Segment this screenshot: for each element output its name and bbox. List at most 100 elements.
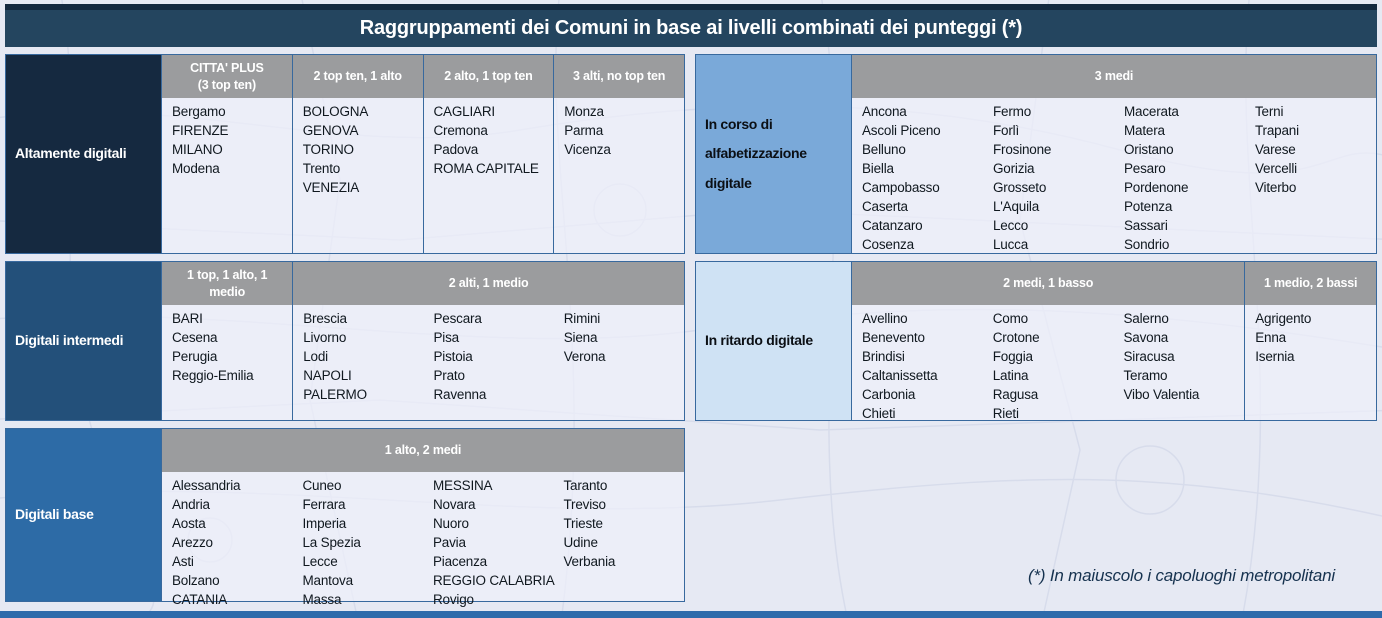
city-name: Piacenza xyxy=(433,554,487,569)
city-name: Campobasso xyxy=(862,180,940,195)
city-name: Agrigento xyxy=(1255,311,1312,326)
city-name: Ragusa xyxy=(992,387,1039,402)
city-name: Belluno xyxy=(862,142,906,157)
group-in-corso-di-alfabetizzazione-digitale: In corso di alfabetizzazione digitale 3 m… xyxy=(695,54,1377,254)
city-name: FIRENZE xyxy=(172,123,229,138)
city-name: VENEZIA xyxy=(302,180,360,195)
city-name: Pavia xyxy=(433,535,466,550)
city-name: Oristano xyxy=(1124,142,1174,157)
city-column: BARI Cesena Perugia Reggio-Emilia xyxy=(162,305,292,420)
section: 2 top ten, 1 alto BOLOGNA GENOVA TORINO Tren… xyxy=(291,55,423,253)
city-name: Lecco xyxy=(993,218,1029,233)
city-name: Brescia xyxy=(303,311,347,326)
city-name: Lodi xyxy=(303,349,328,364)
city-name: Perugia xyxy=(172,349,218,364)
title-bar: Raggruppamenti dei Comuni in base ai liv… xyxy=(5,4,1377,47)
city-column: Terni Trapani Varese Vercelli Viterbo xyxy=(1245,98,1376,258)
city-name: Treviso xyxy=(563,497,607,512)
city-name: CAGLIARI xyxy=(433,104,496,119)
section: 3 medi Ancona Ascoli Piceno Belluno Biella Ca… xyxy=(852,55,1376,253)
left-table: Altamente digitali CITTA' PLUS (3 top ten… xyxy=(5,54,685,607)
city-column: Como Crotone Foggia Latina Ragusa Rieti xyxy=(983,305,1114,427)
city-name: Ancona xyxy=(862,104,907,119)
section: 2 alti, 1 medio Brescia Livorno Lodi NAPOLI P… xyxy=(292,262,684,420)
group-columns: 3 medi Ancona Ascoli Piceno Belluno Biella Ca… xyxy=(851,55,1376,253)
city-column: Monza Parma Vicenza xyxy=(554,98,684,253)
section-columns: BARI Cesena Perugia Reggio-Emilia xyxy=(162,305,292,420)
city-column: Macerata Matera Oristano Pesaro Pordenone Pot… xyxy=(1114,98,1245,258)
city-name: Benevento xyxy=(862,330,925,345)
city-name: Cesena xyxy=(172,330,218,345)
city-name: Salerno xyxy=(1123,311,1169,326)
section: 1 alto, 2 medi Alessandria Andria Aosta Arez… xyxy=(162,429,684,607)
city-name: Prato xyxy=(433,368,465,383)
city-name: Caserta xyxy=(862,199,908,214)
column-header: 3 medi xyxy=(852,55,1376,98)
city-name: Latina xyxy=(992,368,1029,383)
column-header: 2 medi, 1 basso xyxy=(852,262,1245,305)
city-name: Alessandria xyxy=(172,478,241,493)
city-name: Isernia xyxy=(1255,349,1295,364)
city-name: La Spezia xyxy=(302,535,361,550)
city-name: Lecce xyxy=(302,554,338,569)
city-name: Catanzaro xyxy=(862,218,923,233)
city-name: Bergamo xyxy=(172,104,226,119)
city-name: Cosenza xyxy=(862,237,914,252)
city-column: Fermo Forlì Frosinone Gorizia Grosseto L'Aqui… xyxy=(983,98,1114,258)
city-column: Taranto Treviso Trieste Udine Verbania xyxy=(554,472,685,613)
city-name: Brindisi xyxy=(862,349,905,364)
group-altamente-digitali: Altamente digitali CITTA' PLUS (3 top ten… xyxy=(5,54,685,254)
city-name: Verbania xyxy=(563,554,616,569)
city-name: Sassari xyxy=(1124,218,1168,233)
city-name: Viterbo xyxy=(1255,180,1297,195)
section-columns: Ancona Ascoli Piceno Belluno Biella Campobas… xyxy=(852,98,1376,258)
section-columns: Brescia Livorno Lodi NAPOLI PALERMO Pescara Pi… xyxy=(293,305,684,420)
city-name: Sondrio xyxy=(1124,237,1170,252)
city-name: MILANO xyxy=(172,142,223,157)
city-column: Ancona Ascoli Piceno Belluno Biella Campobas… xyxy=(852,98,983,258)
city-column: Alessandria Andria Aosta Arezzo Asti Bolzano C… xyxy=(162,472,293,613)
section-columns: Agrigento Enna Isernia xyxy=(1245,305,1376,420)
city-name: Trapani xyxy=(1255,123,1299,138)
city-name: Biella xyxy=(862,161,894,176)
city-name: Vibo Valentia xyxy=(1123,387,1200,402)
city-name: CATANIA xyxy=(172,592,228,607)
group-label-digitali-intermedi: Digitali intermedi xyxy=(6,262,161,420)
city-name: BOLOGNA xyxy=(302,104,369,119)
city-name: Rovigo xyxy=(433,592,474,607)
city-name: Matera xyxy=(1124,123,1165,138)
city-name: Como xyxy=(992,311,1028,326)
section: 2 medi, 1 basso Avellino Benevento Brindisi… xyxy=(852,262,1245,421)
group-columns: CITTA' PLUS (3 top ten) Bergamo FIRENZE MIL… xyxy=(161,55,684,253)
city-name: Siracusa xyxy=(1123,349,1175,364)
city-name: Reggio-Emilia xyxy=(172,368,254,383)
city-name: Parma xyxy=(564,123,604,138)
section-columns: Alessandria Andria Aosta Arezzo Asti Bolzano C… xyxy=(162,472,684,613)
city-name: REGGIO CALABRIA xyxy=(433,573,555,588)
city-name: Massa xyxy=(302,592,342,607)
city-name: Bolzano xyxy=(172,573,220,588)
city-name: Aosta xyxy=(172,516,206,531)
city-name: Pistoia xyxy=(433,349,473,364)
city-name: Udine xyxy=(563,535,598,550)
tables: Altamente digitali CITTA' PLUS (3 top ten… xyxy=(5,54,1377,607)
footnote: (*) In maiuscolo i capoluoghi metropolit… xyxy=(1027,566,1335,585)
city-column: Agrigento Enna Isernia xyxy=(1245,305,1376,420)
section: 1 medio, 2 bassi Agrigento Enna Isernia xyxy=(1244,262,1376,420)
city-name: Pesaro xyxy=(1124,161,1166,176)
footnote-area: (*) In maiuscolo i capoluoghi metropolit… xyxy=(695,428,1377,602)
group-columns: 1 top, 1 alto, 1 medio BARI Cesena Perugia R… xyxy=(161,262,684,420)
city-column: Bergamo FIRENZE MILANO Modena xyxy=(162,98,292,253)
city-name: Macerata xyxy=(1124,104,1179,119)
group-in-ritardo-digitale: In ritardo digitale 2 medi, 1 basso Avelli… xyxy=(695,261,1377,421)
right-table: In corso di alfabetizzazione digitale 3 m… xyxy=(695,54,1377,602)
city-name: Pordenone xyxy=(1124,180,1189,195)
group-digitali-intermedi: Digitali intermedi 1 top, 1 alto, 1 medio… xyxy=(5,261,685,421)
city-name: Trento xyxy=(302,161,341,176)
city-name: Cremona xyxy=(433,123,488,138)
section: 1 top, 1 alto, 1 medio BARI Cesena Perugia R… xyxy=(162,262,293,420)
city-name: Enna xyxy=(1255,330,1286,345)
city-name: Imperia xyxy=(302,516,347,531)
city-name: Andria xyxy=(172,497,210,512)
